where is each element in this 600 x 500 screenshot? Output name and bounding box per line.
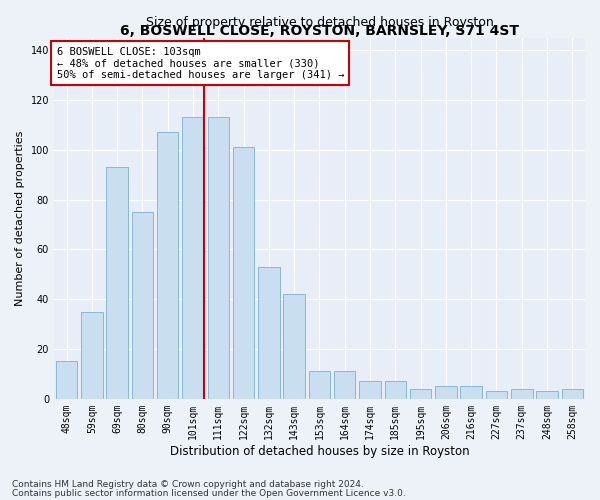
Bar xyxy=(309,372,330,399)
Bar xyxy=(410,389,431,399)
Text: Size of property relative to detached houses in Royston: Size of property relative to detached ho… xyxy=(146,16,493,28)
Text: Contains public sector information licensed under the Open Government Licence v3: Contains public sector information licen… xyxy=(12,488,406,498)
Bar xyxy=(258,267,280,399)
Bar xyxy=(359,382,381,399)
Bar xyxy=(562,389,583,399)
Bar xyxy=(511,389,533,399)
Bar xyxy=(157,132,178,399)
Bar xyxy=(106,167,128,399)
X-axis label: Distribution of detached houses by size in Royston: Distribution of detached houses by size … xyxy=(170,444,469,458)
Bar xyxy=(460,386,482,399)
Bar xyxy=(385,382,406,399)
Y-axis label: Number of detached properties: Number of detached properties xyxy=(15,130,25,306)
Text: 6 BOSWELL CLOSE: 103sqm
← 48% of detached houses are smaller (330)
50% of semi-d: 6 BOSWELL CLOSE: 103sqm ← 48% of detache… xyxy=(56,46,344,80)
Bar xyxy=(233,147,254,399)
Bar xyxy=(182,118,204,399)
Bar xyxy=(435,386,457,399)
Bar xyxy=(208,118,229,399)
Bar xyxy=(283,294,305,399)
Bar xyxy=(131,212,153,399)
Bar xyxy=(536,392,558,399)
Text: Contains HM Land Registry data © Crown copyright and database right 2024.: Contains HM Land Registry data © Crown c… xyxy=(12,480,364,489)
Bar xyxy=(486,392,507,399)
Bar xyxy=(81,312,103,399)
Bar xyxy=(334,372,355,399)
Bar xyxy=(56,362,77,399)
Title: 6, BOSWELL CLOSE, ROYSTON, BARNSLEY, S71 4ST: 6, BOSWELL CLOSE, ROYSTON, BARNSLEY, S71… xyxy=(120,24,519,38)
